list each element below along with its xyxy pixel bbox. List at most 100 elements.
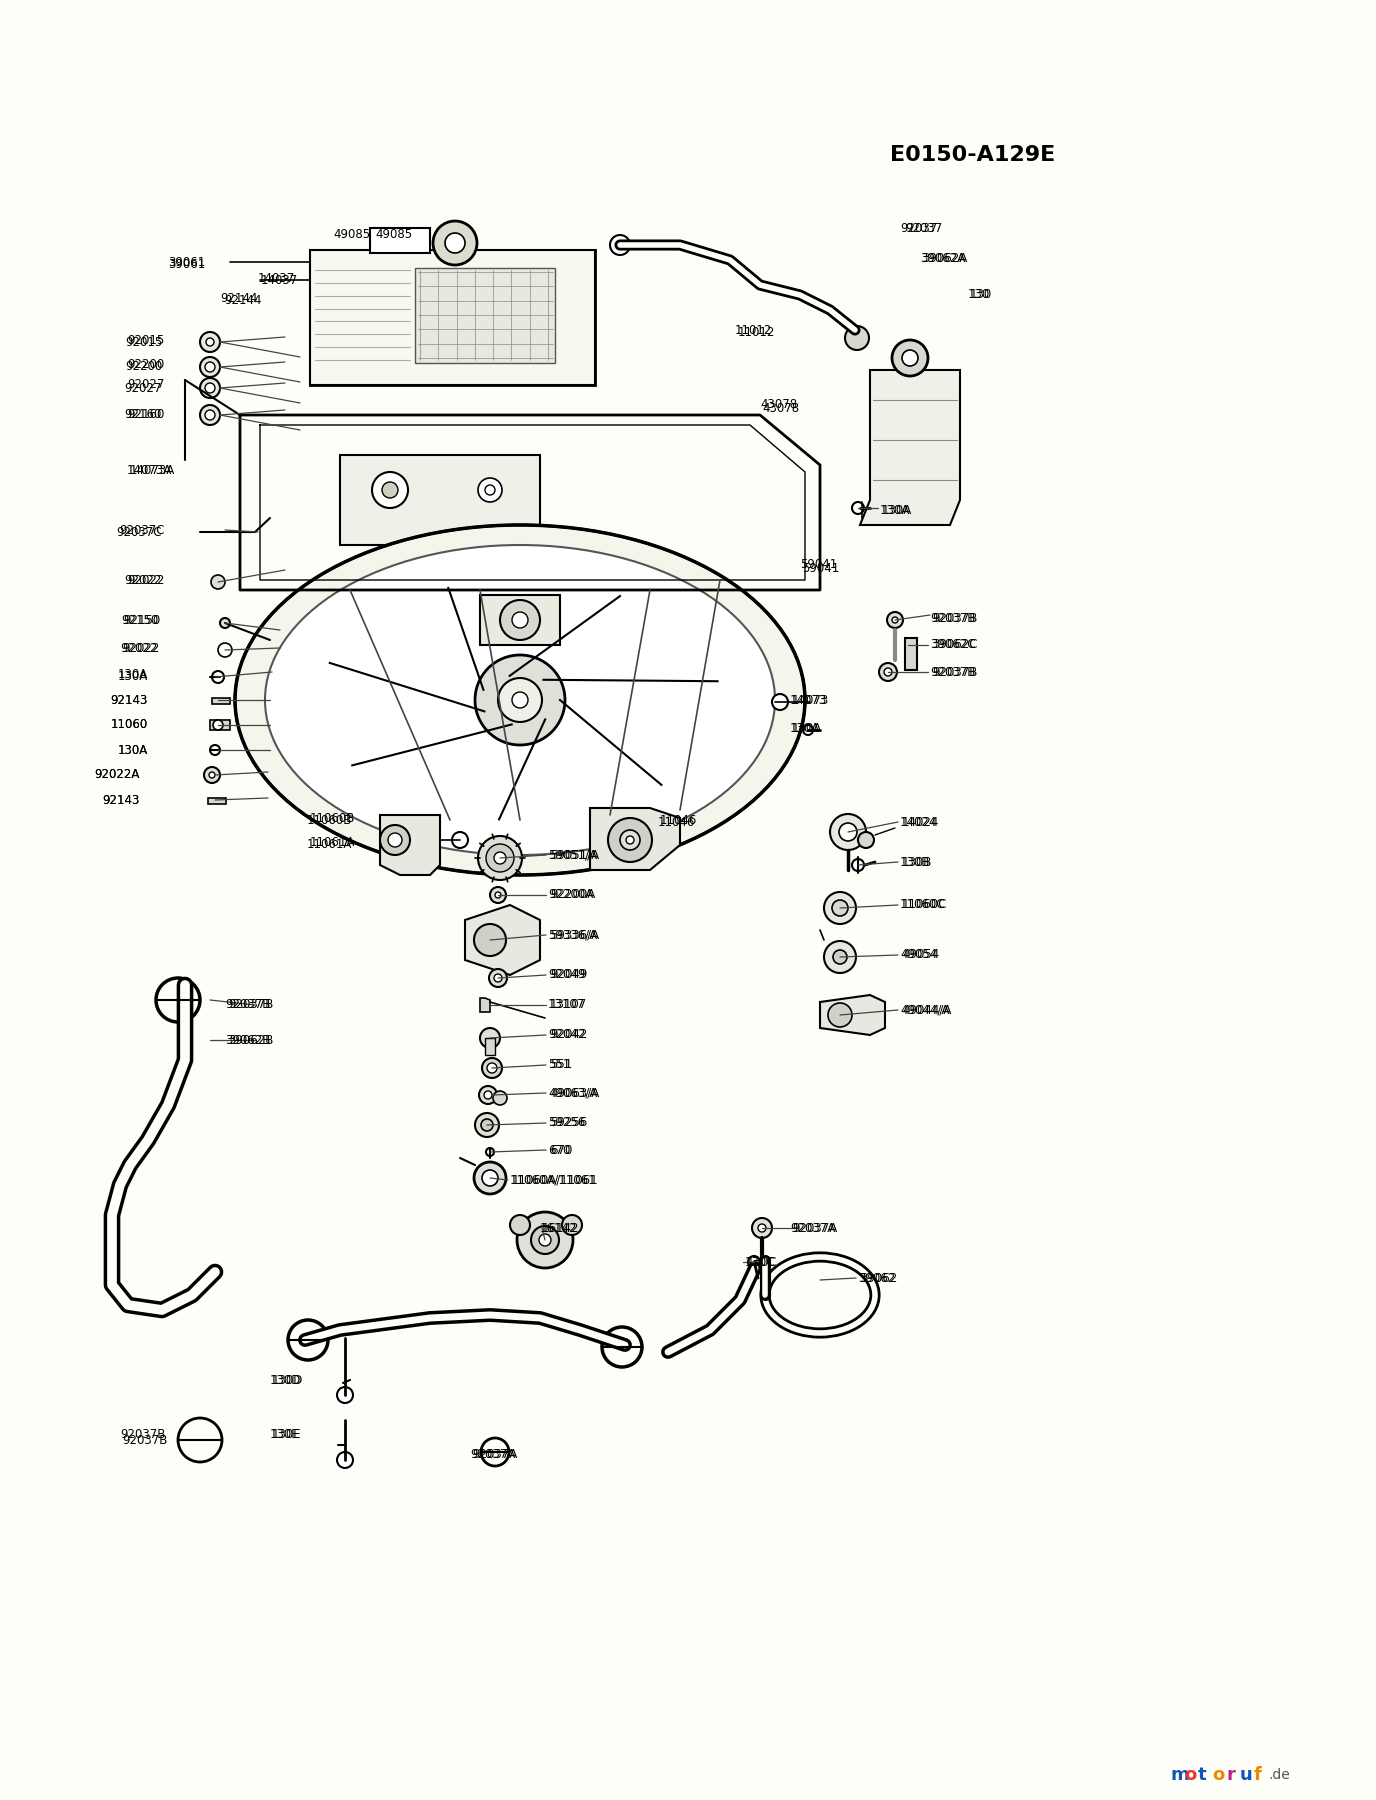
Circle shape xyxy=(482,1058,502,1078)
Text: 39062A: 39062A xyxy=(921,252,965,265)
Circle shape xyxy=(626,835,634,844)
Circle shape xyxy=(749,1256,760,1267)
Text: E0150-A129E: E0150-A129E xyxy=(890,146,1055,166)
Circle shape xyxy=(832,900,848,916)
Text: 130C: 130C xyxy=(747,1256,777,1269)
Circle shape xyxy=(209,772,215,778)
Text: 92027: 92027 xyxy=(128,378,165,392)
Text: 670: 670 xyxy=(550,1143,572,1157)
Text: 130B: 130B xyxy=(900,855,930,869)
Circle shape xyxy=(758,1224,766,1231)
Text: 92015: 92015 xyxy=(128,333,165,346)
Circle shape xyxy=(444,232,465,254)
Text: 11061A: 11061A xyxy=(310,837,355,850)
Circle shape xyxy=(217,643,233,657)
Circle shape xyxy=(512,612,528,628)
Circle shape xyxy=(337,1453,354,1469)
Text: 39062B: 39062B xyxy=(228,1033,274,1046)
Text: 11060B: 11060B xyxy=(307,814,352,826)
Circle shape xyxy=(220,617,230,628)
Text: .de: .de xyxy=(1269,1768,1289,1782)
Circle shape xyxy=(498,679,542,722)
Text: 92037A: 92037A xyxy=(471,1449,515,1462)
Circle shape xyxy=(200,378,220,398)
Text: m: m xyxy=(1170,1766,1189,1784)
Circle shape xyxy=(804,725,813,734)
Text: 130A: 130A xyxy=(118,668,149,682)
Circle shape xyxy=(824,893,856,923)
Circle shape xyxy=(839,823,857,841)
Ellipse shape xyxy=(235,526,805,875)
Circle shape xyxy=(205,362,215,373)
Circle shape xyxy=(892,340,927,376)
Text: 92037A: 92037A xyxy=(790,1222,835,1235)
Text: 92037B: 92037B xyxy=(930,666,976,679)
Circle shape xyxy=(205,410,215,419)
Text: 49054: 49054 xyxy=(900,949,937,961)
Circle shape xyxy=(539,1235,550,1246)
Text: 130A: 130A xyxy=(118,743,149,756)
Text: 92037: 92037 xyxy=(900,221,937,234)
Text: 11046: 11046 xyxy=(658,815,695,828)
Text: 130A: 130A xyxy=(881,504,911,517)
Text: 13107: 13107 xyxy=(550,999,588,1012)
Text: 92200A: 92200A xyxy=(550,889,596,902)
Circle shape xyxy=(859,832,874,848)
Circle shape xyxy=(484,484,495,495)
Bar xyxy=(340,455,539,545)
Polygon shape xyxy=(590,808,680,869)
Text: 49044/A: 49044/A xyxy=(900,1004,949,1017)
Text: 92022: 92022 xyxy=(125,574,162,587)
Circle shape xyxy=(621,830,640,850)
Circle shape xyxy=(213,720,223,731)
Text: 92143: 92143 xyxy=(110,693,149,706)
Text: 59051/A: 59051/A xyxy=(548,848,597,862)
Circle shape xyxy=(493,1091,506,1105)
Text: 130A: 130A xyxy=(790,722,820,734)
Circle shape xyxy=(824,941,856,974)
Circle shape xyxy=(383,482,398,499)
Text: 39061: 39061 xyxy=(168,259,205,272)
Text: 92037C: 92037C xyxy=(117,526,162,538)
Text: 92200: 92200 xyxy=(128,358,165,371)
Text: 130D: 130D xyxy=(272,1373,303,1386)
Circle shape xyxy=(892,617,899,623)
Circle shape xyxy=(475,1112,499,1138)
Polygon shape xyxy=(820,995,885,1035)
Circle shape xyxy=(482,1170,498,1186)
Text: 130C: 130C xyxy=(744,1256,776,1269)
Text: 11061A: 11061A xyxy=(307,839,352,851)
Text: 59256: 59256 xyxy=(548,1116,585,1130)
Circle shape xyxy=(487,1064,497,1073)
Text: f: f xyxy=(1254,1766,1262,1784)
Text: 130: 130 xyxy=(967,288,991,301)
Text: o: o xyxy=(1212,1766,1225,1784)
Circle shape xyxy=(852,859,864,871)
Circle shape xyxy=(512,691,528,707)
Circle shape xyxy=(477,835,522,880)
Circle shape xyxy=(517,1211,572,1267)
Circle shape xyxy=(479,1085,497,1103)
Text: 39062: 39062 xyxy=(860,1271,897,1285)
Text: 130A: 130A xyxy=(118,671,149,684)
Circle shape xyxy=(845,326,870,349)
Circle shape xyxy=(480,1028,499,1048)
Text: 551: 551 xyxy=(548,1058,570,1071)
Text: 11012: 11012 xyxy=(735,324,772,337)
Circle shape xyxy=(200,331,220,353)
Text: 43078: 43078 xyxy=(760,398,797,412)
Text: 49063/A: 49063/A xyxy=(548,1087,597,1100)
Text: 92037B: 92037B xyxy=(930,612,976,625)
Circle shape xyxy=(830,814,866,850)
Text: r: r xyxy=(1226,1766,1234,1784)
Circle shape xyxy=(608,817,652,862)
Circle shape xyxy=(772,695,788,709)
Circle shape xyxy=(451,832,468,848)
Text: 92042: 92042 xyxy=(548,1028,585,1042)
Circle shape xyxy=(486,844,515,871)
Text: 59051/A: 59051/A xyxy=(550,848,599,862)
Text: 11060B: 11060B xyxy=(310,812,355,824)
Text: 39062C: 39062C xyxy=(930,639,976,652)
Text: 16142: 16142 xyxy=(539,1222,578,1235)
Text: 130B: 130B xyxy=(903,855,933,869)
